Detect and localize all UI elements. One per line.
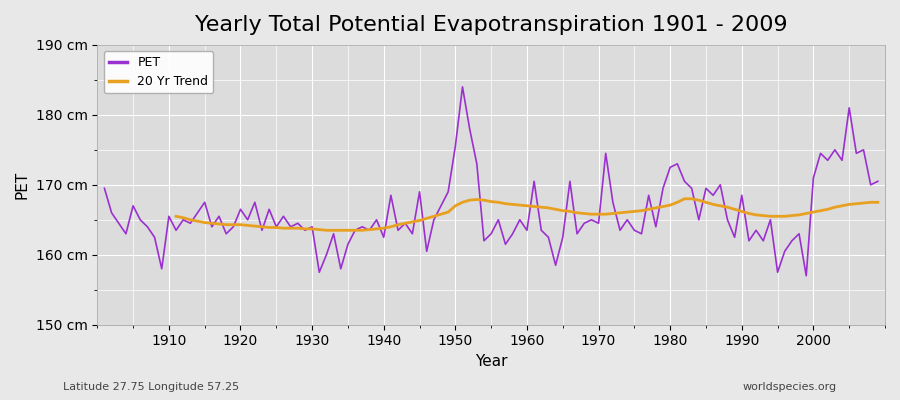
Text: worldspecies.org: worldspecies.org: [742, 382, 837, 392]
PET: [99, 186, 110, 191]
Line: PET: PET: [104, 87, 878, 276]
PET: [872, 179, 883, 184]
PET: [157, 266, 167, 271]
PET: [615, 228, 626, 233]
Text: Latitude 27.75 Longitude 57.25: Latitude 27.75 Longitude 57.25: [63, 382, 239, 392]
Y-axis label: PET: PET: [15, 171, 30, 199]
20 Yr Trend: [872, 200, 883, 205]
20 Yr Trend: [356, 228, 367, 233]
Line: 20 Yr Trend: 20 Yr Trend: [176, 199, 877, 230]
20 Yr Trend: [521, 203, 532, 208]
Title: Yearly Total Potential Evapotranspiration 1901 - 2009: Yearly Total Potential Evapotranspiratio…: [194, 15, 788, 35]
PET: [801, 273, 812, 278]
Legend: PET, 20 Yr Trend: PET, 20 Yr Trend: [104, 51, 213, 93]
X-axis label: Year: Year: [475, 354, 508, 369]
PET: [521, 228, 532, 233]
PET: [528, 179, 539, 184]
20 Yr Trend: [608, 211, 618, 216]
PET: [457, 84, 468, 89]
PET: [356, 224, 367, 229]
20 Yr Trend: [515, 203, 526, 208]
PET: [314, 270, 325, 275]
20 Yr Trend: [314, 227, 325, 232]
